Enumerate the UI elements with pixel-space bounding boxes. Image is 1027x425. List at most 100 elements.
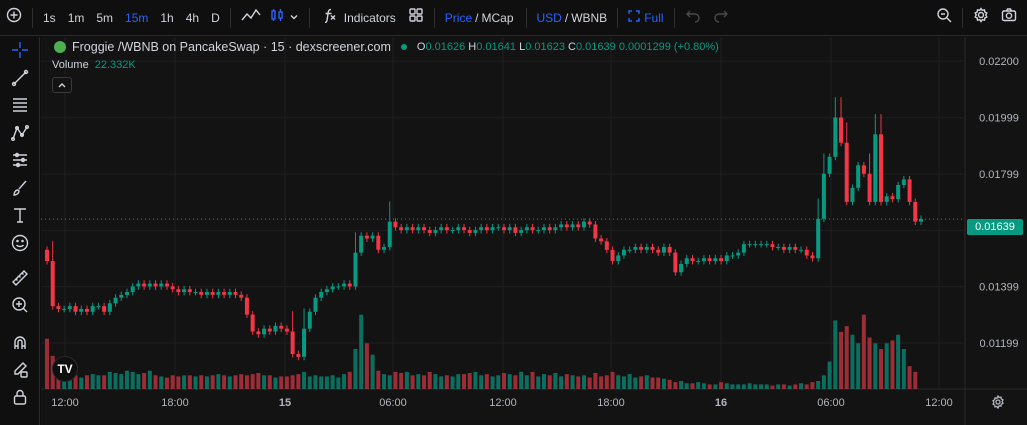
candle-body [176, 289, 181, 293]
crosshair-icon [11, 41, 29, 64]
volume-bar [199, 375, 204, 389]
redo-button[interactable] [707, 0, 735, 36]
mcap-label[interactable]: MCap [481, 10, 514, 25]
candle-body [541, 227, 546, 231]
add-symbol-button[interactable] [0, 0, 28, 36]
usd-label[interactable]: USD [536, 10, 562, 25]
interval-1m[interactable]: 1m [67, 10, 85, 25]
candle-body [290, 331, 295, 355]
interval-4h[interactable]: 4h [185, 10, 200, 25]
volume-bar [222, 375, 227, 389]
volume-bar [730, 384, 735, 389]
collapse-legend-button[interactable] [52, 77, 72, 93]
candle-body [113, 297, 118, 304]
candle-body [330, 286, 335, 290]
chart-area[interactable]: 0.011990.013990.015990.017990.019990.022… [41, 37, 1027, 425]
volume-bar [90, 374, 95, 389]
y-tick-label: 0.01399 [979, 282, 1019, 294]
volume-bar [456, 374, 461, 389]
volume-bar [610, 371, 615, 389]
candle-chart-type-button[interactable] [267, 0, 287, 36]
chart-type-dropdown[interactable] [287, 0, 305, 36]
candle-body [547, 227, 552, 231]
volume-bar [462, 374, 467, 389]
lock-tool[interactable] [8, 387, 32, 411]
settings-button[interactable] [967, 0, 995, 36]
emoji-tool[interactable] [8, 233, 32, 257]
candle-body [907, 179, 912, 202]
volume-bar [330, 375, 335, 389]
volume-bar [650, 377, 655, 389]
text-tool[interactable] [8, 205, 32, 229]
interval-1s[interactable]: 1s [43, 10, 56, 25]
lock-drawings-tool[interactable] [8, 360, 32, 384]
divider [525, 7, 527, 28]
candle-body [159, 283, 164, 287]
pattern-icon [11, 124, 29, 147]
volume-bar [564, 374, 569, 389]
undo-button[interactable] [679, 0, 707, 36]
forecast-tool[interactable] [8, 150, 32, 174]
y-tick-label: 0.01199 [980, 338, 1019, 350]
volume-bar [496, 375, 501, 389]
candle-body [724, 255, 729, 262]
quick-search-button[interactable] [930, 0, 958, 36]
volume-bar [279, 376, 284, 389]
full-range-button[interactable]: Full [622, 0, 669, 36]
volume-bar [724, 383, 729, 389]
volume-bar [79, 377, 84, 389]
volume-bar [210, 375, 215, 389]
volume-bar [570, 375, 575, 389]
candle-body [307, 311, 312, 329]
volume-bar [759, 384, 764, 389]
candle-body [599, 238, 604, 242]
candle-body [102, 306, 107, 312]
volume-bar [404, 371, 409, 389]
candle-body [444, 227, 449, 231]
candle-body [896, 185, 901, 200]
symbol-title[interactable]: Froggie /WBNB on PancakeSwap · 15 · dexs… [72, 40, 391, 54]
screenshot-button[interactable] [995, 0, 1027, 36]
interval-5m[interactable]: 5m [96, 10, 114, 25]
price-chart[interactable]: 0.011990.013990.015990.017990.019990.022… [41, 37, 1027, 425]
volume-bar [342, 374, 347, 389]
brush-tool[interactable] [8, 178, 32, 202]
tradingview-logo[interactable]: TV [52, 356, 78, 382]
volume-bar [67, 375, 72, 389]
chart-legend: Froggie /WBNB on PancakeSwap · 15 · dexs… [54, 40, 719, 54]
volume-bar [821, 375, 826, 389]
ruler-icon [11, 269, 29, 292]
interval-d[interactable]: D [211, 10, 220, 25]
candle-body [56, 306, 61, 309]
zoom-tool[interactable] [8, 295, 32, 319]
wbnb-label[interactable]: WBNB [571, 10, 608, 25]
volume-bar [513, 375, 518, 389]
candle-body [753, 244, 758, 246]
volume-bar [633, 377, 638, 389]
interval-15m[interactable]: 15m [125, 10, 149, 25]
candle-body [661, 246, 666, 253]
volume-bar [644, 375, 649, 389]
pattern-tool[interactable] [8, 123, 32, 147]
candle-body [284, 328, 289, 332]
indicators-label[interactable]: Indicators [343, 10, 396, 25]
volume-bar [130, 371, 135, 389]
currency-toggle[interactable]: USD / WBNB [531, 0, 614, 36]
templates-button[interactable] [402, 0, 430, 36]
axis-settings-button[interactable] [988, 394, 1008, 414]
volume-bar [787, 385, 792, 389]
trend-line-tool[interactable] [8, 68, 32, 92]
fib-tool[interactable] [8, 95, 32, 119]
crosshair-tool[interactable] [8, 40, 32, 64]
candle-body [696, 261, 701, 263]
candle-body [810, 255, 815, 259]
magnet-tool[interactable] [8, 333, 32, 357]
line-chart-type-button[interactable] [235, 0, 267, 36]
price-label[interactable]: Price [444, 10, 473, 25]
price-toggle[interactable]: Price / MCap [439, 0, 514, 36]
measure-tool[interactable] [8, 268, 32, 292]
volume-label: Volume [52, 59, 89, 71]
interval-1h[interactable]: 1h [160, 10, 174, 25]
indicators-button[interactable] [314, 0, 342, 36]
candle-body [376, 235, 381, 250]
